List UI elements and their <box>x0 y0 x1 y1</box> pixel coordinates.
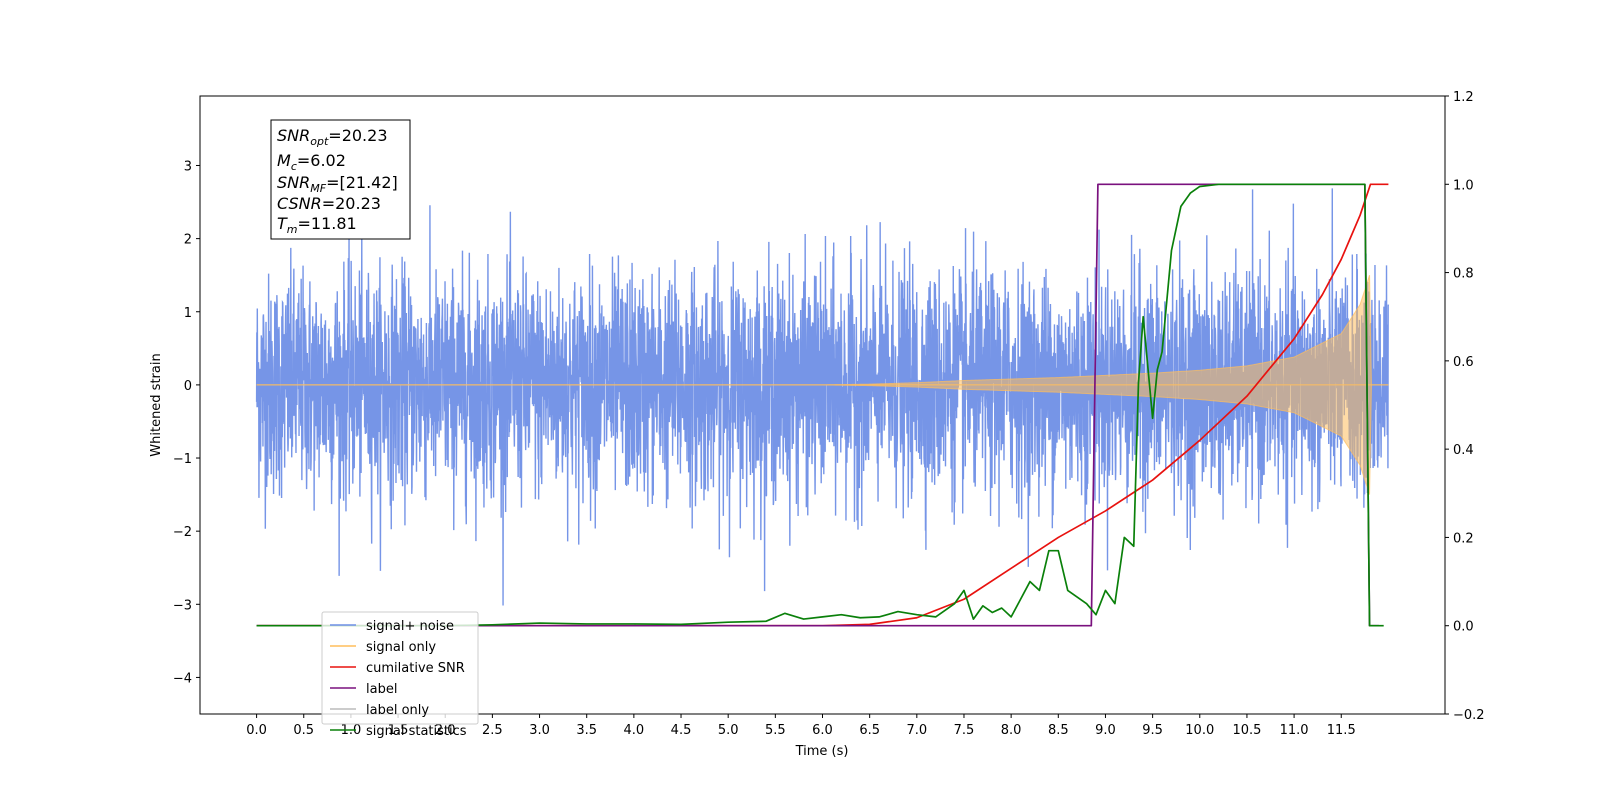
y-axis-left: 3 2 1 0 −1 −2 −3 −4 <box>173 159 200 686</box>
legend-entry-label: signal+ noise <box>366 619 454 634</box>
y-tick-right-label: 1.2 <box>1453 90 1474 105</box>
x-tick-label: 2.0 <box>435 723 456 738</box>
y-tick-left-label: −4 <box>173 671 192 686</box>
x-tick-label: 10.0 <box>1185 723 1214 738</box>
info-snr-opt: SNRopt=20.23 <box>277 126 388 148</box>
y-tick-right-label: −0.2 <box>1453 708 1485 723</box>
y-tick-left-label: −1 <box>173 452 192 467</box>
info-snr-mf: SNRMF=[21.42] <box>277 173 398 195</box>
y-tick-right-label: 0.4 <box>1453 443 1474 458</box>
x-tick-label: 11.5 <box>1327 723 1356 738</box>
x-tick-label: 9.0 <box>1095 723 1116 738</box>
info-mc: Mc=6.02 <box>277 151 346 173</box>
series-layer <box>255 183 1390 627</box>
x-tick-label: 7.5 <box>954 723 975 738</box>
y-tick-left-label: 3 <box>184 159 192 174</box>
x-tick-label: 9.5 <box>1142 723 1163 738</box>
y-tick-right-label: 0.0 <box>1453 620 1474 635</box>
x-tick-label: 10.5 <box>1232 723 1261 738</box>
x-tick-label: 3.0 <box>529 723 550 738</box>
y-tick-right-label: 1.0 <box>1453 178 1474 193</box>
y-tick-left-label: 1 <box>184 306 192 321</box>
x-tick-label: 1.5 <box>388 723 409 738</box>
x-tick-label: 11.0 <box>1280 723 1309 738</box>
legend-entry-label: signal statistics <box>366 724 467 739</box>
x-tick-label: 0.0 <box>246 723 267 738</box>
x-tick-label: 6.0 <box>812 723 833 738</box>
x-tick-label: 5.5 <box>765 723 786 738</box>
x-tick-label: 6.5 <box>859 723 880 738</box>
x-tick-label: 8.0 <box>1001 723 1022 738</box>
y-tick-right-label: 0.6 <box>1453 355 1474 370</box>
y-tick-left-label: 0 <box>184 379 192 394</box>
x-tick-label: 4.0 <box>624 723 645 738</box>
legend-entry-label: signal only <box>366 640 436 655</box>
info-csnr: CSNR=20.23 <box>277 194 381 213</box>
x-axis-label: Time (s) <box>795 744 849 759</box>
legend: signal+ noise signal only cumilative SNR la… <box>321 611 479 739</box>
x-tick-label: 0.5 <box>293 723 314 738</box>
legend-frame <box>321 611 479 725</box>
y-tick-right-label: 0.8 <box>1453 267 1474 282</box>
x-axis: 0.0 0.5 1.0 1.5 2.0 2.5 3.0 3.5 4.0 4.5 5.0 5.5 6.0 6… <box>246 714 1356 738</box>
info-box: SNRopt=20.23 Mc=6.02 SNRMF=[21.42] CSNR=… <box>270 119 411 240</box>
series-signal-noise-line <box>255 188 1390 606</box>
info-tm: Tm=11.81 <box>277 214 357 236</box>
x-tick-label: 8.5 <box>1048 723 1069 738</box>
x-tick-label: 2.5 <box>482 723 503 738</box>
x-tick-label: 4.5 <box>671 723 692 738</box>
legend-entry-label: cumilative SNR <box>366 661 465 676</box>
legend-entry-label: label only <box>366 703 429 718</box>
series-cumulative-snr-line <box>256 183 1389 627</box>
x-tick-label: 3.5 <box>576 723 597 738</box>
legend-entry-label: label <box>366 682 397 697</box>
y-tick-right-label: 0.2 <box>1453 531 1474 546</box>
series-signal-statistics-line <box>256 183 1384 627</box>
y-axis-right: 1.2 1.0 0.8 0.6 0.4 0.2 0.0 −0.2 <box>1445 90 1485 723</box>
info-box-frame <box>270 119 411 240</box>
y-tick-left-label: 2 <box>184 233 192 248</box>
y-axis-left-label: Whitened strain <box>149 353 164 456</box>
y-tick-left-label: −2 <box>173 525 192 540</box>
x-tick-label: 7.0 <box>906 723 927 738</box>
y-tick-left-label: −3 <box>173 598 192 613</box>
x-tick-label: 5.0 <box>718 723 739 738</box>
